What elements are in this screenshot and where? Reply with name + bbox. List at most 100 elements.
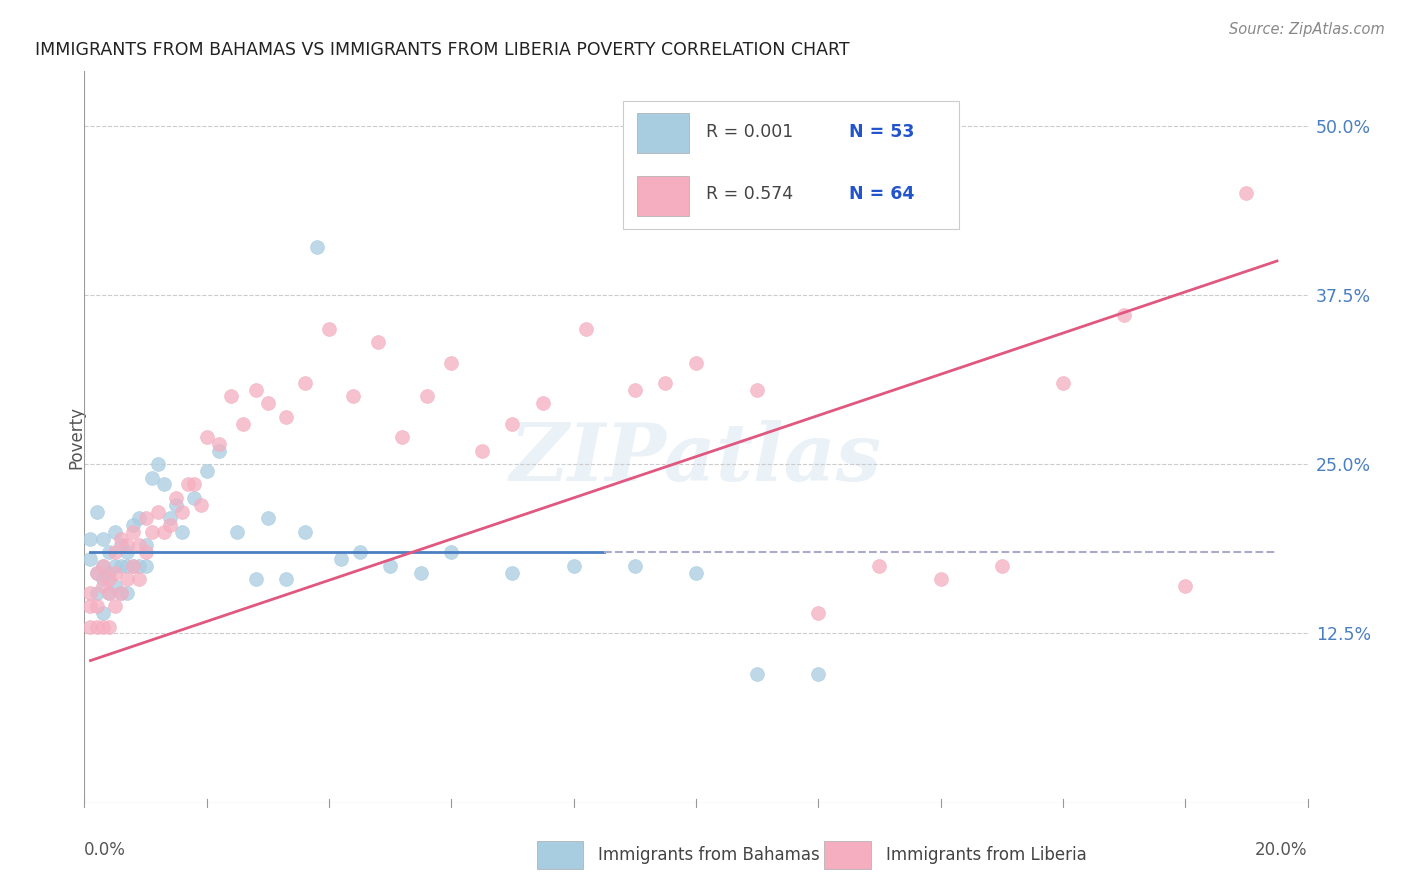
- Text: N = 64: N = 64: [849, 186, 914, 203]
- Point: [97, 545, 120, 559]
- Point: [471, 443, 494, 458]
- Point: [869, 558, 891, 573]
- Point: [110, 586, 132, 600]
- Point: [294, 376, 316, 390]
- Text: R = 0.574: R = 0.574: [706, 186, 793, 203]
- Point: [1114, 308, 1136, 322]
- Text: Immigrants from Liberia: Immigrants from Liberia: [886, 846, 1087, 863]
- FancyBboxPatch shape: [623, 101, 959, 228]
- Point: [391, 430, 413, 444]
- Point: [575, 322, 598, 336]
- Point: [1236, 186, 1258, 201]
- Point: [122, 558, 145, 573]
- Point: [342, 389, 364, 403]
- Point: [177, 477, 200, 491]
- Point: [294, 524, 316, 539]
- Point: [165, 491, 187, 505]
- Point: [502, 417, 524, 431]
- Text: ZIPatlas: ZIPatlas: [510, 420, 882, 498]
- Point: [318, 322, 340, 336]
- Point: [110, 558, 132, 573]
- Point: [276, 409, 298, 424]
- Text: 20.0%: 20.0%: [1256, 841, 1308, 859]
- Point: [929, 572, 952, 586]
- Point: [276, 572, 298, 586]
- Point: [79, 620, 101, 634]
- FancyBboxPatch shape: [637, 113, 689, 153]
- Point: [110, 586, 132, 600]
- Point: [367, 335, 389, 350]
- Point: [104, 558, 127, 573]
- Point: [97, 572, 120, 586]
- Point: [685, 566, 707, 580]
- Point: [153, 477, 176, 491]
- Point: [380, 558, 402, 573]
- Point: [502, 566, 524, 580]
- Point: [562, 558, 585, 573]
- Point: [104, 566, 127, 580]
- Point: [86, 620, 108, 634]
- Point: [1174, 579, 1197, 593]
- Point: [86, 566, 108, 580]
- FancyBboxPatch shape: [637, 176, 689, 216]
- Point: [91, 532, 114, 546]
- Point: [685, 355, 707, 369]
- Point: [226, 524, 249, 539]
- Point: [807, 606, 830, 620]
- Point: [97, 566, 120, 580]
- Point: [91, 572, 114, 586]
- Text: IMMIGRANTS FROM BAHAMAS VS IMMIGRANTS FROM LIBERIA POVERTY CORRELATION CHART: IMMIGRANTS FROM BAHAMAS VS IMMIGRANTS FR…: [35, 41, 851, 59]
- Point: [208, 443, 231, 458]
- Point: [654, 376, 676, 390]
- Point: [195, 430, 218, 444]
- Point: [245, 383, 267, 397]
- Point: [91, 558, 114, 573]
- Point: [153, 524, 176, 539]
- Point: [183, 491, 205, 505]
- Point: [128, 558, 150, 573]
- Point: [104, 524, 127, 539]
- Point: [991, 558, 1014, 573]
- Point: [349, 545, 371, 559]
- Point: [79, 552, 101, 566]
- Text: Immigrants from Bahamas: Immigrants from Bahamas: [598, 846, 820, 863]
- Point: [128, 511, 150, 525]
- FancyBboxPatch shape: [824, 841, 870, 869]
- Point: [115, 538, 138, 552]
- Point: [146, 505, 169, 519]
- Point: [257, 511, 280, 525]
- Point: [1052, 376, 1074, 390]
- Point: [159, 511, 181, 525]
- Point: [128, 572, 150, 586]
- Point: [747, 667, 769, 681]
- Point: [115, 558, 138, 573]
- Point: [440, 545, 463, 559]
- Point: [172, 505, 194, 519]
- Point: [172, 524, 194, 539]
- Point: [257, 396, 280, 410]
- Point: [122, 518, 145, 533]
- Point: [122, 558, 145, 573]
- Point: [79, 532, 101, 546]
- Point: [122, 524, 145, 539]
- Point: [183, 477, 205, 491]
- Point: [97, 586, 120, 600]
- Point: [91, 620, 114, 634]
- Point: [91, 579, 114, 593]
- Y-axis label: Poverty: Poverty: [67, 406, 84, 468]
- Point: [79, 599, 101, 614]
- Point: [86, 505, 108, 519]
- Point: [104, 545, 127, 559]
- Point: [190, 498, 212, 512]
- Point: [97, 620, 120, 634]
- Point: [91, 606, 114, 620]
- Point: [159, 518, 181, 533]
- Point: [305, 240, 328, 254]
- FancyBboxPatch shape: [537, 841, 583, 869]
- Point: [135, 545, 157, 559]
- Point: [115, 572, 138, 586]
- Point: [416, 389, 439, 403]
- Point: [195, 464, 218, 478]
- Point: [531, 396, 554, 410]
- Point: [208, 437, 231, 451]
